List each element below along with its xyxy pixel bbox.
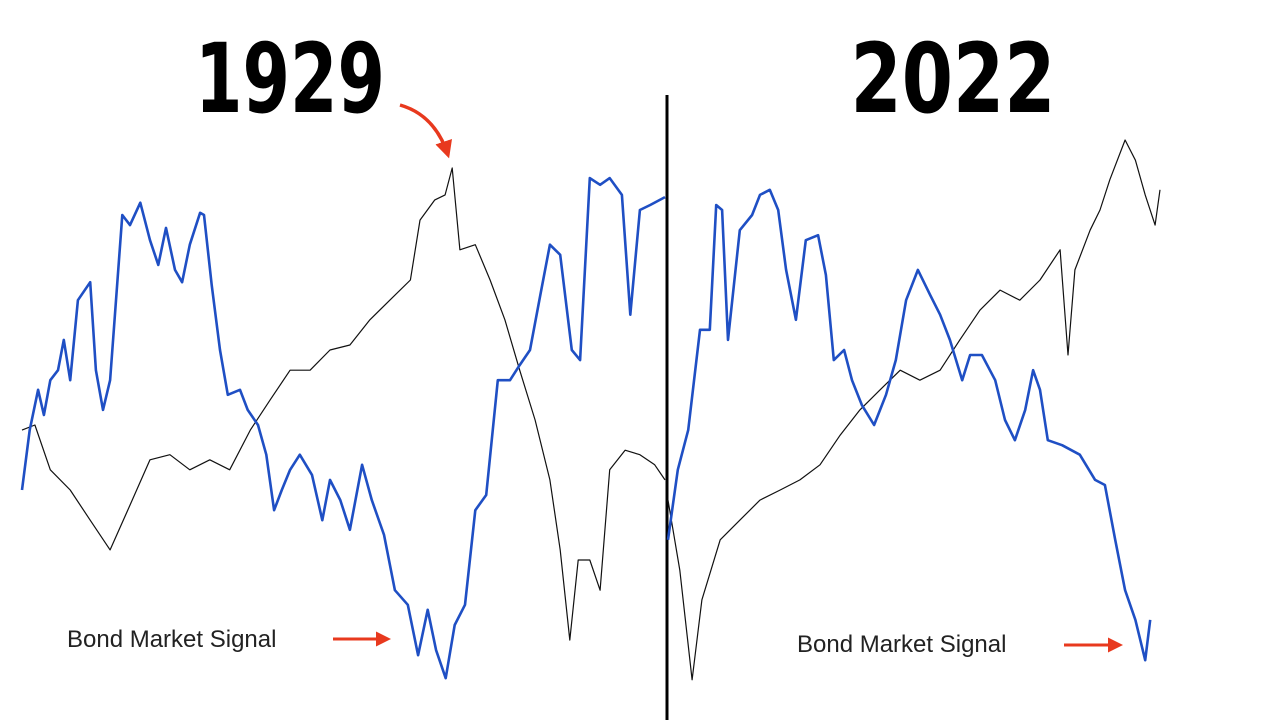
annotation: Bond Market Signal <box>797 631 1006 658</box>
series-line <box>666 188 1152 662</box>
series-line <box>21 167 666 641</box>
series-line <box>667 139 1161 681</box>
chart-title: 2022 <box>851 23 1056 135</box>
annotation: Bond Market Signal <box>67 626 276 653</box>
peak-arrow <box>399 103 452 159</box>
series-line <box>20 176 666 680</box>
chart-title: 1929 <box>195 23 385 135</box>
